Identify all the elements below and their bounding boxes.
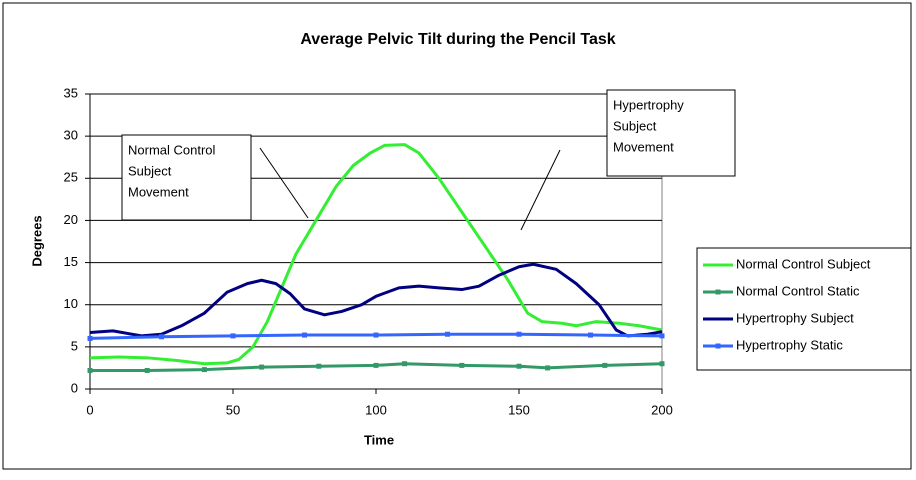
x-tick-label: 150 [508, 402, 530, 417]
series-marker [373, 332, 379, 338]
annotation-text: Subject [128, 163, 172, 178]
series-marker [87, 335, 93, 341]
y-tick-label: 5 [71, 338, 78, 353]
y-tick-label: 10 [64, 296, 78, 311]
series-marker [459, 362, 465, 368]
x-tick-label: 0 [86, 402, 93, 417]
legend-marker [715, 289, 721, 295]
callout-line [259, 147, 309, 219]
y-tick-label: 20 [64, 212, 78, 227]
series-marker [87, 367, 93, 373]
series-marker [545, 365, 551, 371]
series-marker [602, 362, 608, 368]
annotation-text: Movement [128, 184, 189, 199]
series-marker [144, 367, 150, 373]
series-marker [302, 332, 307, 338]
y-axis-label: Degrees [29, 215, 44, 266]
legend-label: Hypertrophy Static [736, 337, 843, 352]
series-marker [516, 331, 522, 337]
y-tick-label: 15 [64, 254, 78, 269]
legend-label: Normal Control Static [736, 283, 860, 298]
annotation-text: Subject [613, 118, 657, 133]
chart-title: Average Pelvic Tilt during the Pencil Ta… [300, 31, 615, 48]
series-marker [159, 334, 164, 340]
legend-label: Normal Control Subject [736, 256, 871, 271]
annotation-box [606, 89, 736, 177]
annotation-text: Normal Control [128, 142, 216, 157]
series-line [89, 262, 663, 338]
series-marker [201, 367, 207, 373]
annotation-text: Movement [613, 139, 674, 154]
y-tick-label: 30 [64, 128, 78, 143]
series-marker [230, 333, 236, 339]
series-line [89, 143, 663, 366]
series-marker [316, 363, 322, 369]
y-tick-label: 25 [64, 170, 78, 185]
series-marker [259, 364, 265, 370]
x-tick-label: 50 [226, 402, 240, 417]
legend-box [696, 247, 912, 371]
series-marker [373, 362, 379, 368]
annotation-box [121, 134, 252, 221]
x-tick-label: 100 [365, 402, 387, 417]
x-tick-label: 200 [651, 402, 673, 417]
series-marker [659, 333, 665, 339]
series-marker [659, 361, 665, 367]
legend-label: Hypertrophy Subject [736, 310, 854, 325]
series-line [90, 362, 663, 372]
legend-marker [715, 343, 721, 349]
x-axis-label: Time [364, 432, 394, 447]
annotation-text: Hypertrophy [613, 97, 684, 112]
series-marker [402, 361, 408, 367]
callout-line [520, 149, 561, 231]
y-tick-label: 35 [64, 85, 78, 100]
series-marker [445, 331, 450, 337]
series-marker [516, 363, 522, 369]
series-marker [588, 332, 593, 338]
y-tick-label: 0 [71, 380, 78, 395]
